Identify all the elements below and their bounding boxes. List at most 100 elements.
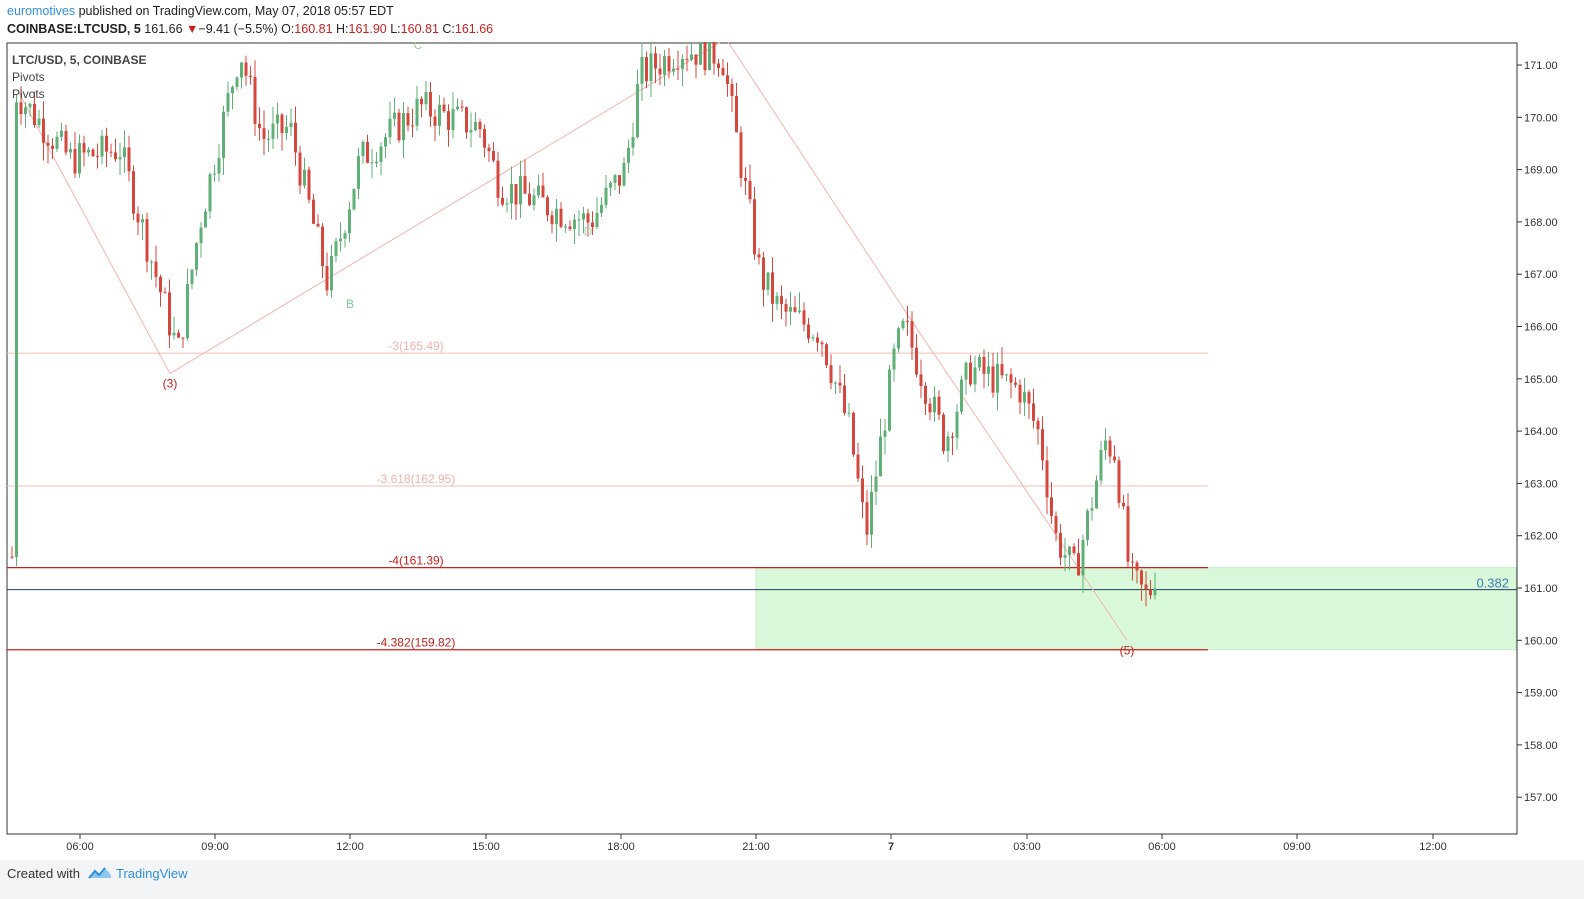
candle-body [973, 367, 977, 385]
candle-body [667, 56, 671, 72]
y-tick-label: 170.00 [1524, 112, 1558, 124]
chart-area[interactable]: 0.382 -3(165.49) -3.618(162.95) -4(161.39)… [0, 24, 1584, 860]
y-tick-label: 162.00 [1524, 531, 1558, 543]
candle-body [451, 109, 455, 130]
candle-body [811, 337, 815, 339]
wave-label: D [584, 225, 593, 239]
candle-body [1108, 440, 1112, 457]
candle-body [771, 272, 774, 304]
candle-body [897, 328, 900, 349]
candle-body [1000, 364, 1004, 376]
tradingview-link[interactable]: TradingView [116, 866, 188, 881]
candle-body [330, 256, 333, 291]
candle-body [217, 157, 221, 174]
candle-body [969, 362, 972, 385]
price-chart[interactable]: 0.382 -3(165.49) -3.618(162.95) -4(161.39)… [0, 24, 1584, 860]
candle-body [658, 68, 662, 75]
candle-body [861, 478, 864, 503]
candle-body [415, 98, 419, 126]
candle-body [991, 366, 995, 393]
candle-body [208, 174, 212, 212]
candle-body [618, 175, 621, 186]
candle-body [1099, 449, 1103, 481]
wave-label: (3) [163, 377, 178, 391]
fib-level-label: -4.382(159.82) [377, 636, 456, 650]
symbol-label: COINBASE:LTCUSD, 5 [7, 22, 141, 36]
candle-body [298, 152, 302, 186]
candle-body [438, 104, 441, 126]
candle-body [964, 362, 968, 380]
y-tick-label: 163.00 [1524, 478, 1558, 490]
candle-body [231, 86, 234, 94]
author-link[interactable]: euromotives [7, 4, 76, 18]
candle-body [222, 111, 225, 158]
candle-body [982, 356, 986, 374]
candle-body [636, 83, 639, 138]
candle-body [496, 160, 500, 198]
y-tick-label: 164.00 [1524, 426, 1558, 438]
candle-body [82, 143, 86, 153]
candle-body [24, 107, 27, 114]
x-tick-label: 03:00 [1013, 841, 1041, 853]
candle-body [190, 269, 194, 285]
candle-body [699, 38, 702, 65]
candle-body [528, 193, 531, 206]
candle-body [955, 411, 959, 438]
legend-indicator[interactable]: Pivots [12, 70, 45, 84]
candle-body [168, 292, 171, 336]
candle-body [1122, 502, 1125, 507]
candle-body [681, 58, 684, 69]
candle-body [510, 184, 513, 204]
fib-level-label: -3(165.49) [388, 339, 443, 353]
x-tick-label: 06:00 [1148, 841, 1176, 853]
candle-body [730, 83, 734, 96]
tradingview-logo-icon[interactable] [87, 865, 113, 881]
candle-body [249, 75, 252, 77]
candle-body [874, 476, 878, 492]
candle-body [1081, 539, 1085, 576]
candle-body [469, 130, 473, 133]
candle-body [757, 254, 761, 258]
candle-body [118, 157, 122, 160]
close-value: 161.66 [454, 22, 494, 36]
candle-body [987, 366, 990, 374]
created-with-text: Created with [7, 866, 80, 881]
candle-body [856, 454, 860, 479]
candle-body [285, 127, 288, 133]
candle-body [789, 307, 792, 312]
candle-body [708, 34, 711, 71]
zone-label: 0.382 [1476, 576, 1509, 591]
candle-body [798, 310, 801, 312]
legend-symbol: LTC/USD, 5, COINBASE [12, 53, 147, 67]
candle-body [42, 118, 45, 143]
candle-body [852, 412, 855, 455]
candle-body [690, 54, 693, 60]
candle-body [951, 436, 954, 438]
candle-body [114, 152, 117, 160]
candle-body [1023, 392, 1026, 403]
candle-body [784, 304, 788, 312]
candle-body [775, 295, 779, 304]
candle-body [1126, 506, 1130, 562]
candle-body [420, 98, 423, 105]
candle-body [465, 107, 468, 133]
candle-body [676, 68, 680, 70]
candle-body [447, 111, 450, 130]
candle-body [384, 137, 387, 147]
last-price: 161.66 [144, 22, 183, 36]
candle-body [546, 197, 549, 216]
y-tick-label: 169.00 [1524, 165, 1558, 177]
candle-body [429, 92, 432, 117]
wave-label: C [414, 42, 423, 52]
y-tick-label: 158.00 [1524, 740, 1558, 752]
candle-body [492, 151, 495, 161]
target-zone [755, 567, 1517, 651]
candle-body [1054, 516, 1058, 534]
candle-body [303, 169, 306, 186]
candle-body [640, 57, 644, 84]
x-tick-label: 21:00 [742, 841, 770, 853]
legend-indicator[interactable]: Pivots [12, 87, 45, 101]
candle-body [505, 203, 509, 205]
low-label: L: [390, 22, 401, 36]
candle-body [181, 337, 185, 339]
